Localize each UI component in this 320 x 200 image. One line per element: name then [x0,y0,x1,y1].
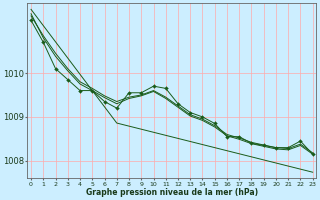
X-axis label: Graphe pression niveau de la mer (hPa): Graphe pression niveau de la mer (hPa) [86,188,258,197]
